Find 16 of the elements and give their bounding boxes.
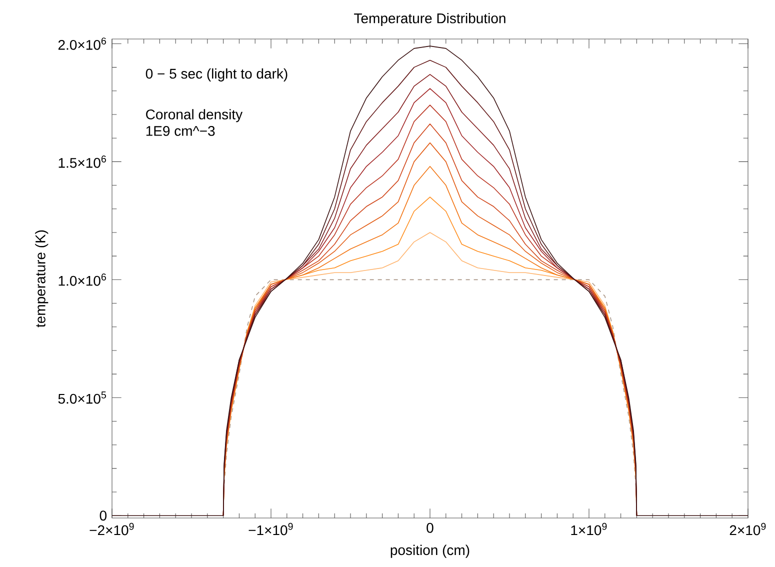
x-tick-label: −2×10$^{9}$ bbox=[90, 522, 134, 536]
x-axis-title: position (cm) bbox=[390, 544, 470, 558]
y-tick-label: 5.0×10$^{5}$ bbox=[58, 392, 106, 404]
chart-title: Temperature Distribution bbox=[354, 13, 506, 26]
annotation: 1E9 cm^−3 bbox=[146, 126, 215, 136]
y-tick-label: 1.5×10$^{6}$ bbox=[58, 156, 106, 168]
y-axis-title: temperature (K) bbox=[35, 230, 48, 328]
x-tick-label: 2×10$^{9}$ bbox=[730, 522, 766, 536]
x-tick-label: 0 bbox=[426, 522, 434, 533]
y-tick-label: 1.0×10$^{6}$ bbox=[58, 274, 106, 286]
y-tick-label: 0 bbox=[100, 510, 107, 521]
annotation: 0 − 5 sec (light to dark) bbox=[146, 68, 288, 82]
x-tick-label: 1×10$^{9}$ bbox=[571, 522, 607, 536]
x-tick-label: −1×10$^{9}$ bbox=[248, 522, 293, 536]
annotation: Coronal density bbox=[146, 109, 243, 122]
y-tick-label: 2.0×10$^{6}$ bbox=[58, 38, 106, 50]
